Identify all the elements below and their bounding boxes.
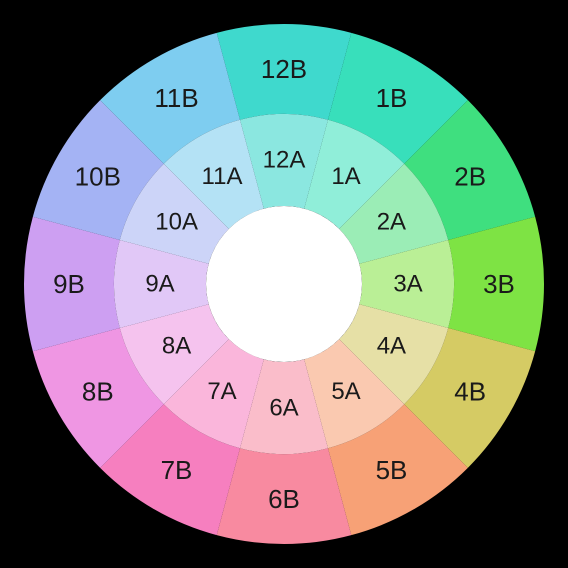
outer-label-8b: 8B bbox=[82, 377, 114, 407]
inner-label-5a: 5A bbox=[331, 378, 360, 405]
outer-label-6b: 6B bbox=[268, 484, 300, 514]
outer-label-5b: 5B bbox=[376, 455, 408, 485]
center-hole bbox=[206, 206, 362, 362]
inner-label-10a: 10A bbox=[155, 209, 198, 236]
outer-label-4b: 4B bbox=[454, 377, 486, 407]
outer-label-11b: 11B bbox=[154, 83, 198, 113]
outer-label-10b: 10B bbox=[75, 162, 121, 192]
inner-label-6a: 6A bbox=[269, 395, 298, 422]
outer-label-9b: 9B bbox=[53, 269, 85, 299]
inner-label-9a: 9A bbox=[145, 271, 174, 298]
inner-label-8a: 8A bbox=[162, 333, 191, 360]
inner-label-3a: 3A bbox=[393, 271, 422, 298]
camelot-wheel: 12B 12A 1B 1A 2B 2A 3B 3A 4B 4A 5B 5A 6B 6A 7B 7A 8B 8A 9B… bbox=[0, 0, 568, 568]
outer-label-3b: 3B bbox=[483, 269, 515, 299]
inner-label-7a: 7A bbox=[207, 378, 236, 405]
inner-label-12a: 12A bbox=[263, 147, 306, 174]
outer-label-2b: 2B bbox=[454, 162, 486, 192]
outer-label-12b: 12B bbox=[261, 54, 307, 84]
inner-label-11a: 11A bbox=[202, 163, 243, 190]
outer-label-1b: 1B bbox=[376, 83, 408, 113]
outer-label-7b: 7B bbox=[161, 455, 193, 485]
inner-label-1a: 1A bbox=[331, 163, 360, 190]
inner-label-4a: 4A bbox=[377, 333, 406, 360]
inner-label-2a: 2A bbox=[377, 209, 406, 236]
